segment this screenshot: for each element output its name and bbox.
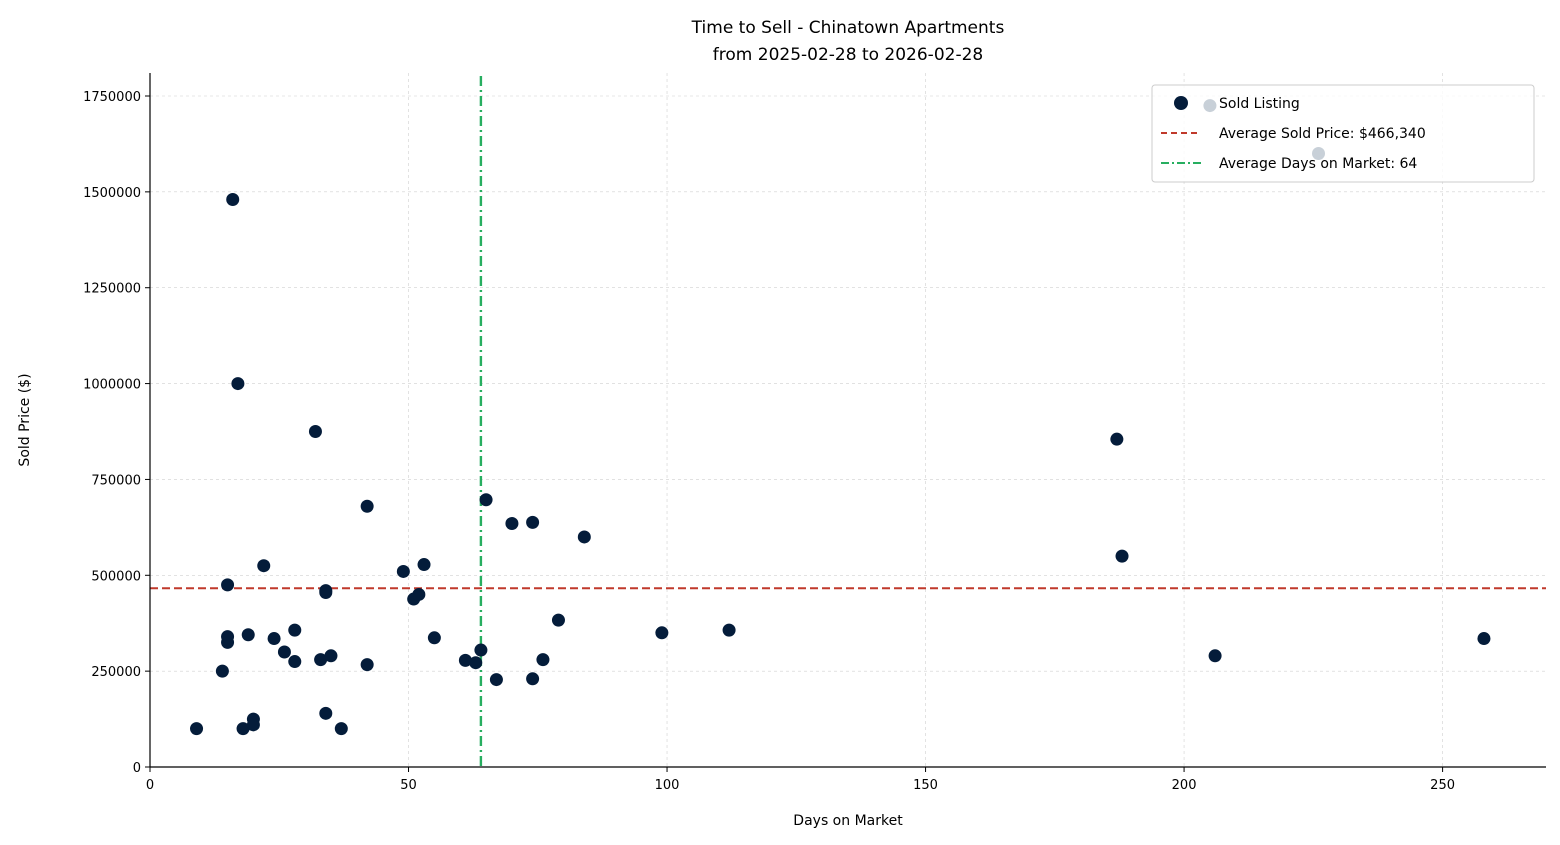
sold-listing-point xyxy=(489,673,503,687)
outlier-point xyxy=(1203,99,1217,113)
data-points xyxy=(190,193,1491,736)
sold-listing-point xyxy=(314,653,328,667)
y-tick-label: 250000 xyxy=(91,665,141,680)
sold-listing-point xyxy=(334,722,348,736)
x-tick-label: 150 xyxy=(913,778,938,793)
sold-listing-point xyxy=(427,631,441,645)
sold-listing-point xyxy=(551,613,565,627)
sold-listing-point xyxy=(1115,549,1129,563)
sold-listing-point xyxy=(1110,432,1124,446)
sold-listing-point xyxy=(536,653,550,667)
sold-listing-point xyxy=(412,587,426,601)
sold-listing-point xyxy=(417,558,431,572)
sold-listing-point xyxy=(221,630,235,644)
x-tick-label: 200 xyxy=(1172,778,1197,793)
sold-listing-point xyxy=(215,664,229,678)
legend-label-average-sold-price: Average Sold Price: $466,340 xyxy=(1219,126,1426,142)
sold-listing-point xyxy=(190,722,204,736)
sold-listing-point xyxy=(577,530,591,544)
chart-title-line-2: from 2025-02-28 to 2026-02-28 xyxy=(713,45,983,65)
sold-listing-point xyxy=(722,623,736,637)
sold-listing-point xyxy=(257,559,271,573)
x-tick-label: 50 xyxy=(400,778,417,793)
outlier-points xyxy=(1203,99,1326,161)
axes xyxy=(149,73,1546,768)
sold-listing-point xyxy=(324,649,338,663)
sold-listing-point xyxy=(231,377,245,391)
sold-listing-point xyxy=(458,653,472,667)
sold-listing-point xyxy=(288,655,302,669)
sold-listing-point xyxy=(246,718,260,732)
y-axis-label: Sold Price ($) xyxy=(17,373,33,466)
legend-box xyxy=(1151,84,1535,183)
sold-listing-point xyxy=(319,586,333,600)
legend: Sold Listing Average Sold Price: $466,34… xyxy=(1151,84,1535,183)
sold-listing-point xyxy=(360,658,374,672)
sold-listing-point xyxy=(655,626,669,640)
sold-listing-point xyxy=(479,493,493,507)
chart-title-line-1: Time to Sell - Chinatown Apartments xyxy=(691,18,1005,38)
sold-listing-point xyxy=(1477,632,1491,646)
x-tick-label: 100 xyxy=(655,778,680,793)
outlier-point xyxy=(1312,147,1326,161)
grid-lines xyxy=(150,73,1546,767)
y-tick-label: 0 xyxy=(133,761,141,776)
sold-listing-point xyxy=(396,564,410,578)
y-ticks: 0 250000 500000 750000 1000000 1250000 1500000… xyxy=(83,90,150,776)
sold-listing-point xyxy=(241,628,255,642)
sold-listing-point xyxy=(236,722,250,736)
sold-listing-point xyxy=(267,632,281,646)
legend-label-sold-listing: Sold Listing xyxy=(1219,96,1300,112)
sold-listing-point xyxy=(505,517,519,531)
sold-listing-point xyxy=(1208,649,1222,663)
x-ticks: 0 50 100 150 200 250 xyxy=(146,767,1455,793)
sold-listing-point xyxy=(288,623,302,637)
y-tick-label: 1250000 xyxy=(83,282,141,297)
sold-listing-point xyxy=(308,425,322,439)
sold-listing-point xyxy=(319,706,333,720)
y-tick-label: 500000 xyxy=(91,569,141,584)
sold-listing-point xyxy=(277,645,291,659)
y-tick-label: 1000000 xyxy=(83,378,141,393)
sold-listing-point xyxy=(526,672,540,686)
y-tick-label: 1750000 xyxy=(83,90,141,105)
sold-listing-point xyxy=(221,578,235,592)
sold-listing-point xyxy=(469,656,483,670)
x-tick-label: 0 xyxy=(146,778,154,793)
x-axis-label: Days on Market xyxy=(793,813,903,829)
y-tick-label: 750000 xyxy=(91,473,141,488)
sold-listing-point xyxy=(226,193,240,207)
y-tick-label: 1500000 xyxy=(83,186,141,201)
legend-marker-sold-listing xyxy=(1174,96,1188,110)
legend-label-average-days-on-market: Average Days on Market: 64 xyxy=(1219,156,1417,172)
x-tick-label: 250 xyxy=(1430,778,1455,793)
sold-listing-point xyxy=(526,515,540,529)
sold-listing-point xyxy=(360,499,374,513)
sold-listing-point xyxy=(474,643,488,657)
